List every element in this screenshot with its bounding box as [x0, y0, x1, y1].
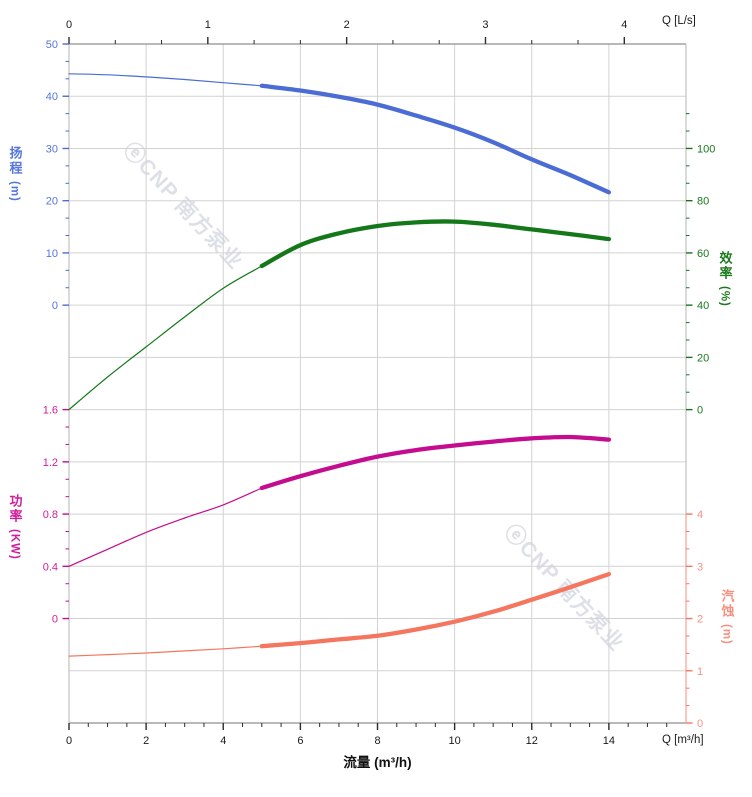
efficiency-curve-bold [259, 219, 612, 269]
bottom-axis-unit-label: Q [m³/h] [662, 734, 704, 746]
efficiency-axis-name: 效率 [717, 251, 733, 281]
bottom-tick-label: 14 [603, 735, 615, 747]
top-axis-ticks: 0 1 2 3 4 [66, 19, 627, 44]
bottom-tick-label: 2 [143, 735, 149, 747]
bottom-tick-label: 12 [526, 735, 538, 747]
power-axis-title: 功率 (KW) [7, 494, 23, 560]
power-tick-label: 0 [52, 614, 58, 626]
bottom-tick-label: 0 [66, 735, 72, 747]
bottom-tick-label: 6 [297, 735, 303, 747]
top-tick-label: 3 [482, 19, 488, 31]
efficiency-curve-thin [68, 265, 263, 411]
bottom-axis-ticks: 0 2 4 6 8 10 12 14 [66, 723, 668, 747]
npsh-curve-bold [259, 571, 612, 649]
head-curve-thin [68, 73, 263, 87]
bottom-tick-label: 8 [374, 735, 380, 747]
power-tick-label: 0.8 [43, 509, 58, 521]
head-axis-title: 扬程 (m) [7, 146, 23, 202]
bottom-tick-label: 4 [220, 735, 226, 747]
power-tick-label: 1.2 [43, 457, 58, 469]
head-curve-bold [259, 83, 612, 195]
npsh-tick-label: 0 [697, 718, 703, 730]
head-tick-label: 10 [46, 248, 58, 260]
head-axis-unit: (m) [8, 181, 21, 202]
power-curve-thin [68, 487, 263, 567]
efficiency-axis-unit: (%) [718, 286, 731, 307]
efficiency-tick-label: 40 [697, 300, 709, 312]
power-curve-bold [259, 434, 612, 491]
head-tick-label: 0 [52, 300, 58, 312]
npsh-tick-label: 4 [697, 509, 703, 521]
head-tick-label: 30 [46, 143, 58, 155]
gridlines [68, 43, 687, 724]
npsh-axis-ticks: 0 1 2 3 4 [686, 509, 703, 730]
npsh-tick-label: 1 [697, 666, 703, 678]
top-tick-label: 0 [66, 19, 72, 31]
head-axis-name: 扬程 [7, 146, 23, 176]
npsh-curve-thin [68, 645, 263, 657]
power-tick-label: 1.6 [43, 405, 58, 417]
efficiency-axis-title: 效率 (%) [717, 251, 733, 307]
npsh-axis-name: 汽蚀 [719, 589, 735, 619]
efficiency-tick-label: 100 [697, 143, 715, 155]
bottom-tick-label: 10 [449, 735, 461, 747]
power-tick-label: 0.4 [43, 561, 58, 573]
npsh-axis-unit: (m) [720, 624, 733, 645]
npsh-tick-label: 2 [697, 614, 703, 626]
efficiency-axis-ticks: 0 20 40 60 80 100 [686, 113, 715, 417]
head-axis-ticks: 0 10 20 30 40 50 [46, 39, 69, 312]
npsh-tick-label: 3 [697, 561, 703, 573]
head-tick-label: 40 [46, 91, 58, 103]
curves [68, 73, 612, 657]
top-axis-unit-label: Q [L/s] [662, 15, 696, 27]
npsh-axis-title: 汽蚀 (m) [719, 589, 735, 645]
top-tick-label: 4 [621, 19, 627, 31]
head-tick-label: 20 [46, 196, 58, 208]
power-axis-ticks: 0 0.4 0.8 1.2 1.6 [43, 405, 69, 626]
efficiency-tick-label: 60 [697, 248, 709, 260]
efficiency-tick-label: 80 [697, 196, 709, 208]
top-tick-label: 2 [344, 19, 350, 31]
efficiency-tick-label: 0 [697, 405, 703, 417]
power-axis-name: 功率 [7, 494, 23, 524]
head-tick-label: 50 [46, 39, 58, 51]
efficiency-tick-label: 20 [697, 352, 709, 364]
power-axis-unit: (KW) [8, 529, 21, 560]
top-tick-label: 1 [205, 19, 211, 31]
flow-axis-title: 流量 (m³/h) [343, 755, 412, 770]
